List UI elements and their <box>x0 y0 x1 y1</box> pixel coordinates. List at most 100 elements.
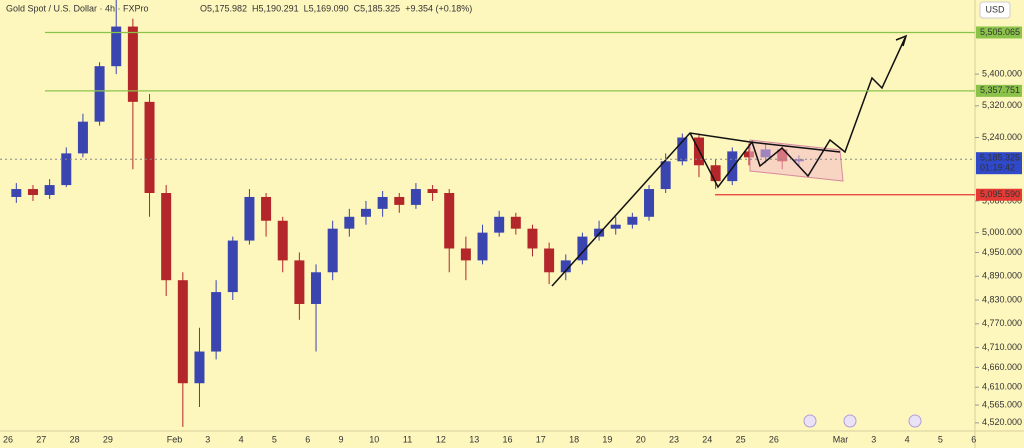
candle-body <box>327 228 338 273</box>
x-tick-label: 23 <box>669 434 679 444</box>
y-tick-label: 5,320.000 <box>982 100 1022 110</box>
x-tick-label: 10 <box>369 434 379 444</box>
candle-body <box>111 26 122 67</box>
candle-body <box>77 121 88 154</box>
y-tick-label: 4,830.000 <box>982 294 1022 304</box>
candle-body <box>727 151 738 182</box>
event-icon[interactable] <box>803 414 817 428</box>
x-tick-label: 17 <box>536 434 546 444</box>
candle-body <box>460 248 471 261</box>
y-tick-label: 4,565.000 <box>982 399 1022 409</box>
candle-body <box>560 260 571 273</box>
candle-body <box>710 165 721 182</box>
candle-body <box>44 185 55 195</box>
x-tick-label: 20 <box>636 434 646 444</box>
x-tick-label: 4 <box>905 434 910 444</box>
candle-body <box>27 189 38 195</box>
x-tick-label: Feb <box>167 434 183 444</box>
x-tick-label: 28 <box>70 434 80 444</box>
y-tick-label: 4,610.000 <box>982 382 1022 392</box>
candle-body <box>94 66 105 122</box>
x-tick-label: 6 <box>305 434 310 444</box>
candle-body <box>594 228 605 237</box>
candle-body <box>610 224 621 229</box>
candle-body <box>11 189 22 197</box>
trend-line <box>551 132 841 287</box>
current-price-box <box>976 152 1022 175</box>
candle-body <box>177 280 188 384</box>
candle-body <box>577 236 588 261</box>
x-tick-label: 6 <box>971 434 976 444</box>
price-label: 5,095.590 <box>980 189 1020 199</box>
header: Gold Spot / U.S. Dollar · 4h · FXPro O5,… <box>6 3 472 13</box>
x-tick-label: 5 <box>938 434 943 444</box>
candle-body <box>743 151 754 158</box>
candle-body <box>544 248 555 273</box>
event-icon[interactable] <box>843 414 857 428</box>
x-tick-label: 11 <box>403 434 412 444</box>
candle-body <box>161 193 172 281</box>
price-label-box <box>976 84 1022 97</box>
candle-body <box>527 228 538 249</box>
x-tick-label: 4 <box>239 434 244 444</box>
candle-body <box>627 216 638 225</box>
event-icon[interactable] <box>908 414 922 428</box>
price-label: 5,357.751 <box>980 85 1020 95</box>
countdown: 01:19:42 <box>980 163 1015 173</box>
ohlc-value: L5,169.090 <box>304 3 349 13</box>
candle-body <box>427 189 438 194</box>
candle-body <box>61 153 72 186</box>
x-tick-label: 5 <box>272 434 277 444</box>
x-tick-label: 29 <box>103 434 113 444</box>
ohlc-value: H5,190.291 <box>252 3 299 13</box>
y-tick-label: 4,950.000 <box>982 247 1022 257</box>
candle-body <box>344 216 355 229</box>
candle-body <box>261 196 272 221</box>
candle-body <box>477 232 488 261</box>
price-label-box <box>976 26 1022 39</box>
candle-body <box>494 216 505 233</box>
price-label: 5,505.065 <box>980 27 1020 37</box>
candle-body <box>144 101 155 194</box>
x-tick-label: 3 <box>205 434 210 444</box>
x-tick-label: 16 <box>502 434 512 444</box>
candle-body <box>127 26 138 102</box>
y-tick-label: 4,770.000 <box>982 318 1022 328</box>
x-tick-label: 24 <box>702 434 712 444</box>
ohlc-value: C5,185.325 <box>354 3 401 13</box>
candle-body <box>377 196 388 209</box>
candle-body <box>644 189 655 217</box>
y-tick-label: 4,660.000 <box>982 362 1022 372</box>
currency-button[interactable] <box>979 1 1011 19</box>
candle-body <box>360 208 371 217</box>
arrow-head <box>895 34 908 47</box>
candle-body <box>311 272 322 304</box>
candle-body <box>660 161 671 190</box>
candle-body <box>294 260 305 304</box>
candle-body <box>227 240 238 293</box>
candle-body <box>444 193 455 249</box>
candle-body <box>394 196 405 205</box>
symbol-title: Gold Spot / U.S. Dollar · 4h · FXPro <box>6 3 149 13</box>
y-tick-label: 5,000.000 <box>982 227 1022 237</box>
candle-body <box>277 220 288 261</box>
y-tick-label: 4,890.000 <box>982 271 1022 281</box>
candle-body <box>211 292 222 352</box>
candle-body <box>410 189 421 205</box>
x-tick-label: 26 <box>769 434 779 444</box>
x-tick-label: 18 <box>569 434 579 444</box>
x-tick-label: 3 <box>871 434 876 444</box>
candle-body <box>510 216 521 229</box>
currency: USD <box>985 4 1005 14</box>
candle-body <box>194 351 205 384</box>
event-icons <box>803 414 922 428</box>
y-tick-label: 4,710.000 <box>982 342 1022 352</box>
candle-body <box>677 137 688 162</box>
price-label-box <box>976 188 1022 201</box>
x-tick-label: 27 <box>36 434 46 444</box>
x-tick-label: 19 <box>602 434 612 444</box>
y-tick-label: 5,400.000 <box>982 68 1022 78</box>
plot <box>11 0 804 427</box>
